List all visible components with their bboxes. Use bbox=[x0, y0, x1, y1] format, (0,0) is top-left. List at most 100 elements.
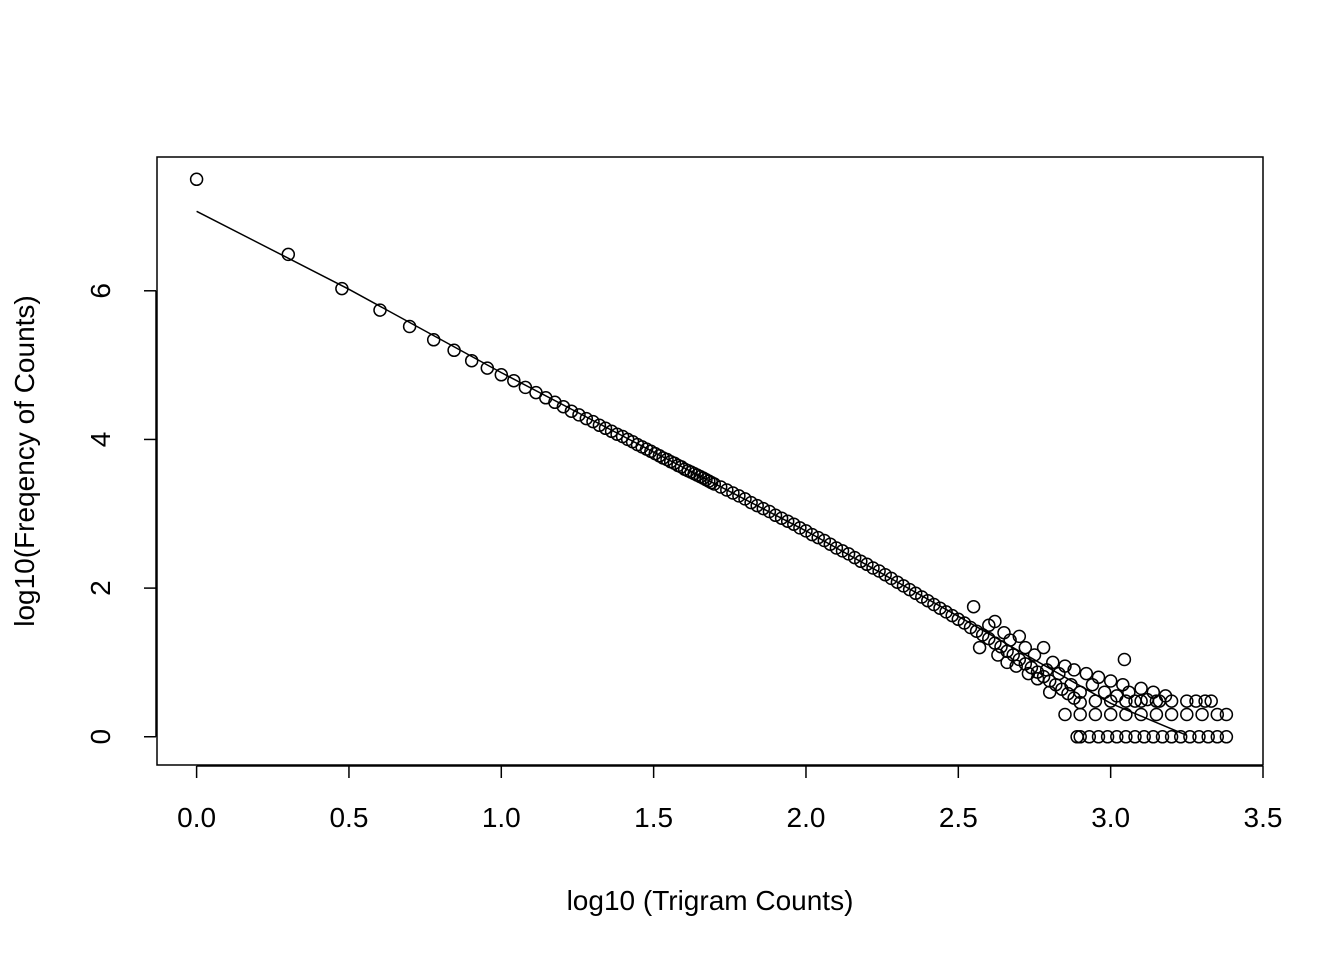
y-axis: 0 2 4 6 bbox=[85, 283, 157, 745]
y-tick-label: 4 bbox=[85, 432, 116, 448]
data-point bbox=[1000, 655, 1014, 670]
data-point bbox=[1073, 707, 1087, 722]
data-point bbox=[866, 561, 880, 575]
data-point bbox=[402, 319, 417, 334]
data-point bbox=[1164, 694, 1179, 708]
data-point bbox=[1122, 685, 1136, 699]
data-point bbox=[1173, 730, 1188, 744]
data-point bbox=[1091, 670, 1106, 685]
data-point bbox=[598, 421, 613, 436]
x-tick-label: 3.5 bbox=[1244, 802, 1283, 833]
data-point bbox=[1058, 707, 1072, 722]
x-tick-label: 0.5 bbox=[329, 802, 368, 833]
x-axis: 0.0 0.5 1.0 1.5 2.0 2.5 3.0 3.5 bbox=[177, 765, 1283, 833]
data-point bbox=[1204, 694, 1218, 708]
data-point bbox=[988, 614, 1002, 629]
x-tick-label: 0.0 bbox=[177, 802, 216, 833]
data-point bbox=[373, 303, 387, 317]
data-point bbox=[991, 648, 1005, 662]
data-point bbox=[1210, 707, 1225, 722]
x-tick-label: 2.0 bbox=[787, 802, 826, 833]
y-tick-label: 6 bbox=[85, 283, 116, 299]
data-point bbox=[1003, 633, 1017, 647]
data-point bbox=[1180, 707, 1194, 722]
data-point bbox=[744, 495, 758, 510]
data-point bbox=[1073, 685, 1087, 699]
data-point bbox=[713, 480, 728, 494]
data-point bbox=[1103, 674, 1118, 688]
data-point bbox=[548, 395, 562, 410]
data-point bbox=[1128, 730, 1142, 744]
x-axis-label: log10 (Trigram Counts) bbox=[567, 885, 854, 916]
data-point bbox=[1110, 730, 1124, 744]
data-point bbox=[1180, 694, 1194, 708]
data-point bbox=[1192, 730, 1206, 744]
data-point bbox=[1195, 707, 1209, 722]
data-point bbox=[1100, 730, 1115, 744]
data-point bbox=[1219, 730, 1234, 744]
data-point bbox=[1134, 694, 1148, 708]
data-point bbox=[556, 399, 571, 414]
y-axis-label: log10(Freqency of Counts) bbox=[9, 295, 40, 627]
data-point bbox=[1079, 666, 1094, 681]
data-point bbox=[518, 380, 533, 395]
y-tick-label: 2 bbox=[85, 580, 116, 596]
data-point bbox=[281, 247, 296, 262]
data-point bbox=[464, 353, 479, 368]
data-point bbox=[1091, 730, 1106, 744]
data-point bbox=[1149, 707, 1164, 722]
data-point bbox=[972, 640, 987, 655]
data-point bbox=[426, 333, 441, 347]
data-point bbox=[1085, 677, 1100, 692]
data-point bbox=[564, 404, 579, 418]
data-point bbox=[1116, 677, 1130, 692]
data-point bbox=[1030, 672, 1045, 686]
data-point bbox=[1117, 652, 1132, 667]
data-point bbox=[1149, 694, 1164, 708]
data-point bbox=[1164, 730, 1179, 744]
data-point bbox=[1198, 694, 1212, 708]
data-point bbox=[756, 501, 771, 516]
points-layer bbox=[189, 172, 1234, 744]
data-point bbox=[1137, 730, 1151, 744]
data-point bbox=[572, 408, 586, 422]
data-point bbox=[1088, 707, 1103, 722]
y-tick-label: 0 bbox=[85, 729, 116, 745]
data-point bbox=[829, 541, 844, 555]
data-point bbox=[667, 456, 682, 470]
data-point bbox=[1018, 640, 1033, 655]
data-point bbox=[1155, 730, 1170, 744]
data-point bbox=[780, 514, 795, 528]
data-point bbox=[774, 511, 789, 525]
data-point bbox=[335, 281, 349, 296]
data-point bbox=[1146, 730, 1161, 744]
data-point bbox=[1009, 659, 1023, 673]
data-point bbox=[1067, 663, 1081, 677]
data-point bbox=[586, 414, 600, 429]
data-point bbox=[1146, 685, 1161, 699]
x-tick-label: 1.5 bbox=[634, 802, 673, 833]
data-point bbox=[1183, 730, 1197, 744]
data-point bbox=[1036, 640, 1051, 655]
x-tick-label: 1.0 bbox=[482, 802, 521, 833]
data-point bbox=[1119, 730, 1133, 744]
data-point bbox=[1097, 685, 1112, 699]
data-point bbox=[1103, 694, 1118, 708]
data-point bbox=[447, 343, 461, 358]
data-point bbox=[507, 373, 521, 388]
data-point bbox=[1070, 730, 1084, 744]
data-point bbox=[811, 530, 825, 545]
data-point bbox=[1164, 707, 1179, 722]
data-point bbox=[966, 599, 981, 614]
data-point bbox=[1046, 655, 1060, 670]
data-point bbox=[494, 368, 509, 382]
data-point bbox=[835, 544, 850, 558]
data-point bbox=[1027, 648, 1042, 662]
x-tick-label: 2.5 bbox=[939, 802, 978, 833]
x-tick-label: 3.0 bbox=[1091, 802, 1130, 833]
data-point bbox=[720, 483, 734, 497]
data-point bbox=[768, 508, 783, 523]
data-point bbox=[1134, 707, 1148, 722]
